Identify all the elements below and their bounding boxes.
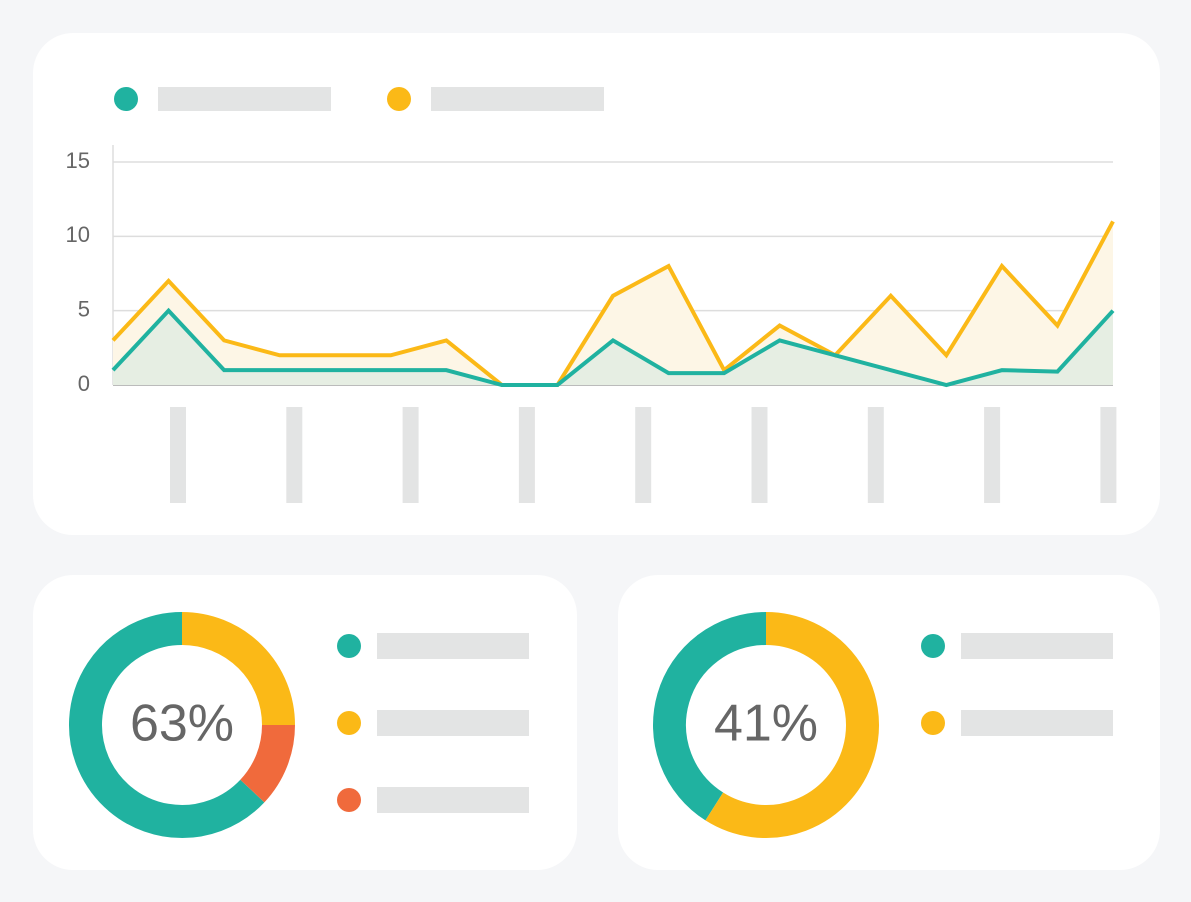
placeholder-text — [751, 407, 768, 503]
legend-marker — [921, 634, 945, 658]
y-tick-label: 10 — [66, 222, 90, 247]
donut-segment — [69, 612, 265, 838]
legend-marker — [114, 87, 138, 111]
area — [113, 310, 1113, 385]
placeholder-text — [961, 633, 1113, 659]
donut-segment — [239, 724, 295, 803]
line — [111, 220, 1115, 387]
y-tick-label: 15 — [66, 148, 90, 173]
donut-segment — [653, 612, 767, 821]
center-label: 63% — [130, 695, 234, 753]
center-label: 41% — [714, 695, 818, 753]
placeholder-text — [170, 407, 186, 503]
placeholder-text — [431, 87, 604, 111]
legend-marker — [921, 711, 945, 735]
placeholder-text — [377, 633, 529, 659]
placeholder-text — [377, 710, 529, 736]
area — [113, 221, 1113, 385]
placeholder-text — [635, 407, 652, 503]
legend-marker — [337, 634, 361, 658]
placeholder-text — [518, 407, 535, 503]
placeholder-text — [961, 710, 1113, 736]
placeholder-text — [984, 407, 1001, 503]
placeholder-text — [286, 407, 303, 503]
y-tick-label: 5 — [78, 296, 90, 321]
legend-marker — [337, 711, 361, 735]
legend-marker — [337, 788, 361, 812]
legend-marker — [387, 87, 411, 111]
donut-segment — [181, 612, 295, 726]
placeholder-text — [402, 407, 419, 503]
y-tick-label: 0 — [78, 371, 90, 396]
placeholder-text — [377, 787, 529, 813]
placeholder-text — [867, 407, 884, 503]
donut-segment — [705, 612, 879, 838]
placeholder-text — [1100, 407, 1117, 503]
line — [111, 307, 1115, 388]
placeholder-text — [158, 87, 331, 111]
